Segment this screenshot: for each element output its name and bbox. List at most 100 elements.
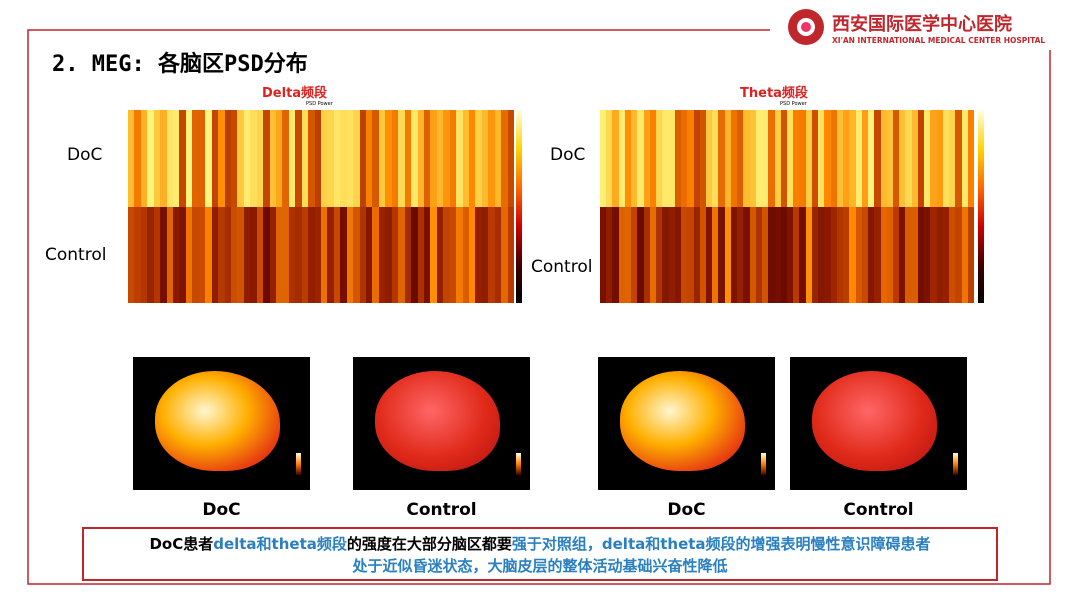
row-label: DoC [67,145,103,165]
heatmap-cell [301,110,309,207]
heatmap-cell [481,110,489,207]
heatmap-cell [501,110,509,207]
heatmap-cell [861,206,869,303]
heatmap-cell [886,206,894,303]
heatmap-cell [160,110,168,207]
heatmap-cell [687,110,694,207]
heatmap-cell [321,110,328,207]
colorbar [516,453,521,475]
heatmap-cell [899,206,906,303]
heatmap-cell [423,110,431,207]
conclusion-text: 强于对照组，delta和theta频段的增强表明慢性意识障碍患者 [511,535,931,553]
heatmap-cell [637,110,645,207]
heatmap-cell [301,206,309,303]
heatmap-cell [961,110,969,207]
heatmap-cell [436,110,444,207]
heatmap-cell [737,110,744,207]
heatmap-cell [192,110,200,207]
heatmap-cell [811,206,819,303]
heatmap-cell [874,110,881,207]
brain-caption: Control [843,500,914,520]
heatmap-cell [218,110,225,207]
heatmap-cell [134,206,142,303]
heatmap-cell [359,110,367,207]
heatmap-cell [134,110,142,207]
heatmap-cell [288,206,296,303]
heatmap-cell [378,206,386,303]
heatmap-cell [612,110,620,207]
heatmap-cell [743,110,751,207]
heatmap-cell [718,206,726,303]
heatmap-cell [327,110,335,207]
heatmap-subtitle: PSD Power [306,101,333,107]
heatmap-cell [295,110,303,207]
heatmap-cell [340,206,348,303]
heatmap-cell [868,110,875,207]
heatmap-cell [699,110,707,207]
heatmap-cell [481,206,489,303]
heatmap-cell [250,110,258,207]
heatmap-cell [606,206,613,303]
heatmap-cell [774,206,782,303]
heatmap-cell [185,206,193,303]
heatmap-cell [656,110,663,207]
heatmap-cell [243,206,251,303]
heatmap [128,110,515,303]
heatmap-cell [936,110,944,207]
heatmap-cell [967,206,975,303]
heatmap-cell [849,206,857,303]
heatmap-cell [942,110,950,207]
heatmap-cell [724,206,732,303]
heatmap-cell [836,206,844,303]
heatmap-cell [173,206,180,303]
heatmap-cell [843,110,850,207]
heatmap-cell [793,206,800,303]
heatmap-cell [378,110,386,207]
heatmap-cell [256,110,264,207]
heatmap-cell [787,110,794,207]
heatmap-cell [218,206,225,303]
brain-image [133,357,310,490]
heatmap-cell [693,206,701,303]
conclusion-line: 处于近似昏迷状态，大脑皮层的整体活动基础兴奋性降低 [84,555,996,577]
heatmap-cell [849,110,857,207]
heatmap-cell [606,110,613,207]
heatmap-cell [868,206,875,303]
brain-caption: Control [406,500,477,520]
heatmap-cell [282,206,290,303]
heatmap-cell [430,110,438,207]
heatmap-cell [372,206,380,303]
colorbar [761,453,766,475]
heatmap-cell [762,110,769,207]
heatmap-cell [699,206,707,303]
heatmap-cell [391,110,399,207]
heatmap-cell [507,110,515,207]
heatmap-cell [211,110,219,207]
heatmap-cell [618,206,626,303]
row-label: DoC [550,145,586,165]
heatmap-cell [649,206,657,303]
heatmap-cell [353,206,361,303]
colorbar [516,110,522,303]
row-label: Control [531,257,593,277]
heatmap-cell [880,110,888,207]
heatmap-cell [147,110,155,207]
heatmap-cell [724,110,732,207]
conclusion-text: DoC患者 [149,535,214,553]
heatmap-cell [824,110,832,207]
heatmap-cell [924,110,931,207]
heatmap-cell [905,110,913,207]
heatmap-cell [905,206,913,303]
heatmap-cell [830,110,838,207]
heatmap-cell [674,110,682,207]
heatmap-cell [705,206,713,303]
heatmap-cell [166,206,174,303]
heatmap-cell [780,206,788,303]
conclusion-box: DoC患者delta和theta频段的强度在大部分脑区都要强于对照组，delta… [82,527,998,581]
heatmap-cell [911,110,919,207]
heatmap-cell [385,206,393,303]
heatmap-cell [805,110,813,207]
heatmap-cell [192,206,200,303]
heatmap-cell [153,110,161,207]
